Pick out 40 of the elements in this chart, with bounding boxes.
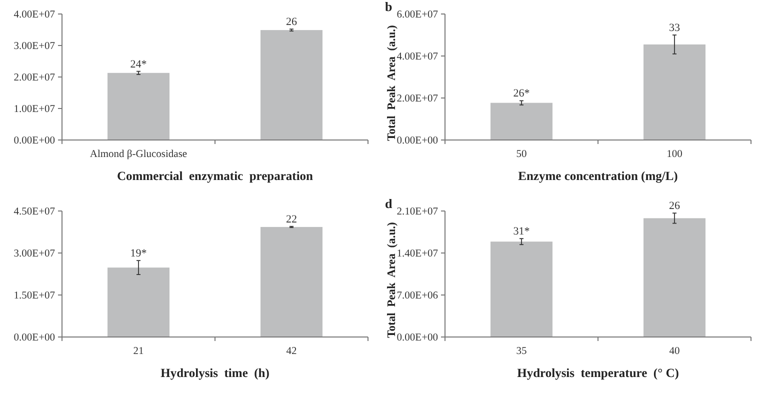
x-tick-label: 35 bbox=[516, 346, 527, 357]
y-tick-label: 3.00E+07 bbox=[14, 41, 55, 52]
y-tick-label: 2.10E+07 bbox=[396, 206, 438, 218]
y-tick-label: 0.00E+00 bbox=[396, 332, 438, 344]
y-tick-label: 1.50E+07 bbox=[14, 290, 55, 302]
annotation: 19* bbox=[130, 248, 147, 260]
y-axis-title: Total Peak Area (a.u.) bbox=[386, 222, 398, 338]
y-tick-label: 4.00E+07 bbox=[14, 10, 55, 21]
y-tick-label: 0.00E+00 bbox=[14, 136, 55, 147]
y-tick-label: 0.00E+00 bbox=[396, 136, 438, 147]
x-tick-label: 100 bbox=[666, 149, 682, 160]
annotation: 33 bbox=[669, 22, 680, 34]
x-tick-label: 50 bbox=[516, 149, 527, 160]
y-tick-label: 6.00E+07 bbox=[396, 10, 438, 21]
y-tick-label: 3.00E+07 bbox=[14, 248, 55, 260]
y-tick-label: 2.00E+07 bbox=[14, 72, 55, 84]
x-axis-title: Commercial enzymatic preparation bbox=[116, 169, 314, 183]
x-tick-label: 21 bbox=[133, 346, 144, 357]
annotation: 26 bbox=[669, 200, 680, 212]
y-tick-label: 1.00E+07 bbox=[14, 104, 55, 116]
x-tick-label: 40 bbox=[669, 346, 680, 357]
annotation: 26 bbox=[286, 16, 298, 28]
text: d bbox=[385, 196, 393, 211]
y-axis-title: Total Peak Area (a.u.) bbox=[386, 25, 398, 141]
y-tick-label: 0.00E+00 bbox=[14, 332, 55, 344]
annotation: 31* bbox=[513, 226, 530, 238]
y-tick-label: 2.00E+07 bbox=[396, 94, 438, 105]
x-tick-label: 42 bbox=[286, 346, 297, 357]
y-tick-label: 4.00E+07 bbox=[396, 52, 438, 63]
text: b bbox=[385, 0, 392, 14]
y-tick-label: 4.50E+07 bbox=[14, 206, 55, 218]
y-tick-label: 1.40E+07 bbox=[396, 248, 438, 260]
x-tick-label: Almond β-Glucosidase bbox=[90, 149, 188, 160]
y-tick-label: 7.00E+06 bbox=[396, 290, 438, 302]
annotation: 22 bbox=[286, 213, 297, 226]
x-axis-title: Hydrolysis temperature (° C) bbox=[517, 366, 679, 380]
annotation: 26* bbox=[513, 88, 530, 100]
x-axis-title: Enzyme concentration (mg/L) bbox=[518, 169, 678, 183]
annotation: 24* bbox=[130, 58, 147, 70]
x-axis-title: Hydrolysis time (h) bbox=[160, 366, 270, 380]
